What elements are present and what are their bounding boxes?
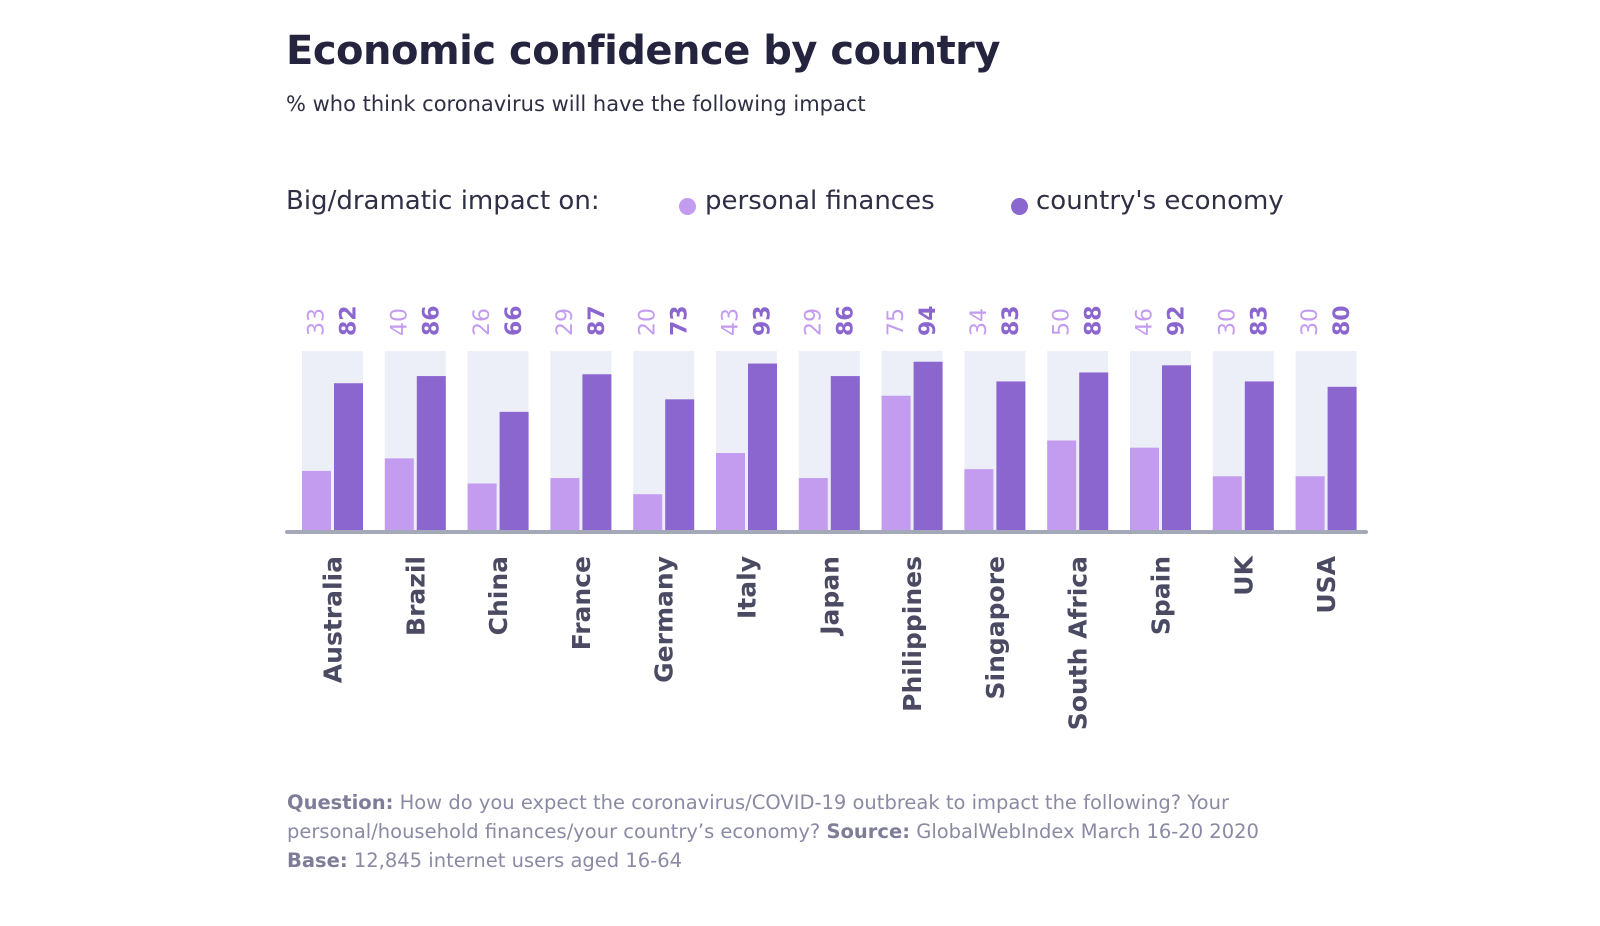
chart-subtitle: % who think coronavirus will have the fo… — [286, 92, 866, 116]
data-label-personal-finances-china: 26 — [470, 308, 495, 336]
data-label-personal-finances-brazil: 40 — [387, 308, 412, 336]
data-label-country-s-economy-usa: 80 — [1330, 305, 1355, 336]
bar-personal-finances-japan — [798, 478, 828, 530]
source-text: GlobalWebIndex March 16-20 2020 — [916, 820, 1259, 843]
data-label-country-s-economy-singapore: 83 — [999, 305, 1024, 336]
category-label-australia: Australia — [319, 556, 348, 683]
chart-footer: Question: How do you expect the coronavi… — [287, 788, 1287, 875]
x-axis-line — [285, 530, 1368, 534]
category-label-usa: USA — [1312, 555, 1341, 613]
category-label-uk: UK — [1229, 554, 1258, 595]
question-text: How do you expect the coronavirus/COVID-… — [287, 791, 1229, 843]
question-label: Question: — [287, 791, 394, 814]
legend-dot-personal-finances — [679, 198, 696, 215]
bar-country-s-economy-philippines — [913, 361, 943, 530]
data-label-personal-finances-philippines: 75 — [884, 308, 909, 336]
category-label-france: France — [567, 556, 596, 650]
bar-country-s-economy-usa — [1327, 386, 1357, 530]
category-label-china: China — [484, 556, 513, 635]
data-label-personal-finances-germany: 20 — [636, 308, 661, 336]
legend-label: Big/dramatic impact on: — [286, 186, 600, 216]
data-label-country-s-economy-france: 87 — [585, 305, 610, 336]
bar-personal-finances-singapore — [964, 469, 994, 530]
data-label-country-s-economy-spain: 92 — [1165, 305, 1190, 336]
category-label-south-africa: South Africa — [1064, 556, 1093, 730]
bar-personal-finances-italy — [716, 453, 745, 530]
category-label-philippines: Philippines — [898, 556, 927, 712]
data-label-personal-finances-japan: 29 — [801, 308, 826, 336]
bar-country-s-economy-spain — [1162, 365, 1191, 530]
category-label-germany: Germany — [650, 556, 679, 683]
bar-country-s-economy-singapore — [996, 381, 1026, 530]
data-label-personal-finances-south-africa: 50 — [1050, 308, 1075, 336]
data-label-country-s-economy-italy: 93 — [751, 305, 776, 336]
data-label-country-s-economy-australia: 82 — [337, 305, 362, 336]
bar-personal-finances-china — [467, 483, 497, 530]
chart-title: Economic confidence by country — [286, 28, 1000, 74]
bar-country-s-economy-uk — [1244, 381, 1274, 530]
category-label-spain: Spain — [1147, 556, 1176, 635]
category-label-japan: Japan — [815, 556, 844, 637]
bar-personal-finances-germany — [633, 494, 663, 530]
data-label-personal-finances-france: 29 — [553, 308, 578, 336]
base-text: 12,845 internet users aged 16-64 — [353, 849, 683, 872]
data-label-country-s-economy-china: 66 — [502, 305, 527, 336]
data-label-country-s-economy-south-africa: 88 — [1082, 305, 1107, 336]
bar-personal-finances-uk — [1212, 476, 1242, 530]
bar-personal-finances-south-africa — [1047, 440, 1077, 530]
category-label-brazil: Brazil — [401, 556, 430, 636]
data-label-personal-finances-spain: 46 — [1133, 308, 1158, 336]
legend-label-personal-finances: personal finances — [705, 186, 935, 216]
bar-country-s-economy-germany — [665, 399, 695, 530]
bar-personal-finances-spain — [1130, 447, 1159, 530]
bar-country-s-economy-italy — [748, 363, 777, 530]
category-label-italy: Italy — [733, 556, 762, 619]
bar-personal-finances-philippines — [881, 395, 911, 530]
data-label-country-s-economy-brazil: 86 — [419, 305, 444, 336]
data-label-country-s-economy-philippines: 94 — [916, 305, 941, 336]
data-label-personal-finances-usa: 30 — [1298, 308, 1323, 336]
bar-country-s-economy-brazil — [416, 376, 446, 530]
bar-personal-finances-france — [550, 478, 580, 530]
data-label-country-s-economy-uk: 83 — [1247, 305, 1272, 336]
bar-personal-finances-australia — [302, 470, 331, 530]
data-label-personal-finances-italy: 43 — [719, 308, 744, 336]
category-label-singapore: Singapore — [981, 556, 1010, 700]
source-label: Source: — [826, 820, 910, 843]
data-label-country-s-economy-germany: 73 — [668, 305, 693, 336]
legend-dot-countrys-economy — [1011, 198, 1028, 215]
legend-label-countrys-economy: country's economy — [1036, 186, 1284, 216]
data-label-country-s-economy-japan: 86 — [833, 305, 858, 336]
bar-country-s-economy-south-africa — [1079, 372, 1109, 530]
bar-country-s-economy-japan — [830, 376, 860, 530]
data-label-personal-finances-singapore: 34 — [967, 308, 992, 336]
bar-country-s-economy-australia — [334, 383, 363, 530]
bar-country-s-economy-france — [582, 374, 612, 530]
bar-personal-finances-usa — [1295, 476, 1325, 530]
bar-personal-finances-brazil — [384, 458, 414, 530]
bar-country-s-economy-china — [499, 411, 529, 530]
data-label-personal-finances-australia: 33 — [305, 308, 330, 336]
data-label-personal-finances-uk: 30 — [1215, 308, 1240, 336]
base-label: Base: — [287, 849, 348, 872]
